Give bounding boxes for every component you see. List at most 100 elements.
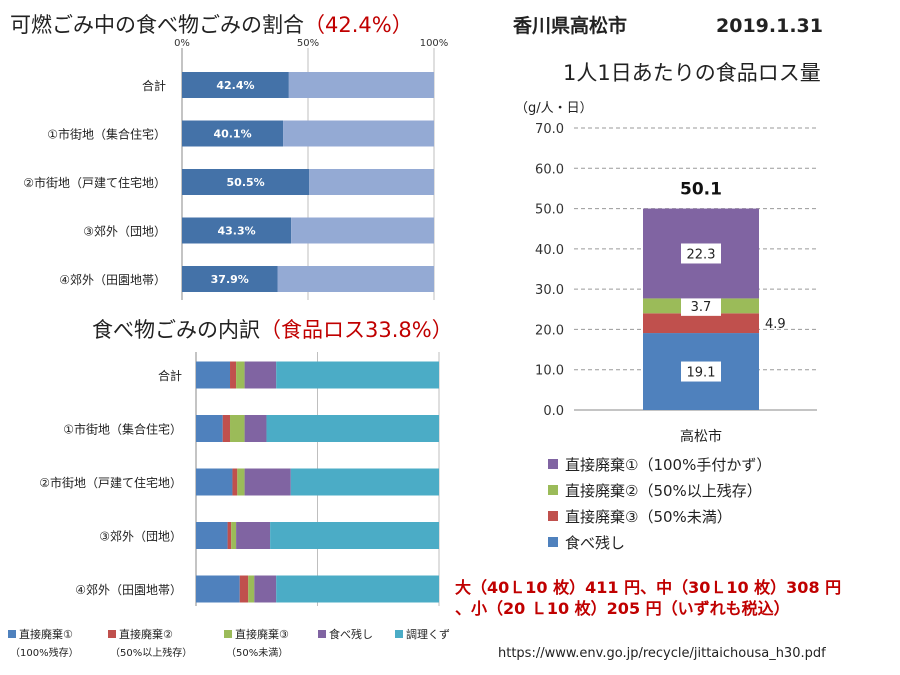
chart2-bar-segment [244, 361, 277, 389]
chart2-category-labels: 合計 ①市街地（集合住宅） ②市街地（戸建て住宅地） ③郊外（団地） ④郊外（田園地帯） [39, 368, 182, 597]
chart1-bar-food [182, 217, 292, 244]
chart1-bar-rest [291, 217, 434, 244]
source-url: https://www.env.go.jp/recycle/jittaichou… [498, 646, 826, 661]
chart3-tick-label: 40.0 [535, 243, 564, 258]
chart3-unit-label: （g/人・日） [515, 101, 593, 116]
chart3-bar-segment [643, 313, 759, 334]
chart2-legend-note: （50%未満） [226, 647, 288, 659]
chart3-legend-label: 直接廃棄②（50%以上残存） [565, 482, 762, 500]
chart2-bar-segment [222, 415, 231, 442]
chart2-bar-segment [196, 468, 233, 496]
chart1-title: 可燃ごみ中の食べ物ごみの割合（42.4%） [10, 13, 413, 37]
chart3-legend-swatch [548, 511, 558, 521]
chart2-bar-segment [231, 522, 237, 549]
chart2-legend-swatch [318, 630, 326, 638]
chart2-legend-label: 調理くず [406, 627, 450, 641]
chart1-bar-food [182, 72, 289, 98]
chart1-value-label: 40.1% [213, 128, 251, 141]
price-note-line1: 大（40Ｌ10 枚）411 円、中（30Ｌ10 枚）308 円 [455, 578, 841, 597]
chart3-value-label-box [681, 295, 721, 316]
chart2-bar-segment [254, 575, 277, 603]
chart2-bar-segment [266, 415, 439, 442]
chart3-total-label: 50.1 [680, 180, 722, 200]
chart1-axis-ticks: 0% 50% 100% [174, 38, 448, 49]
chart2-bar-segment [237, 468, 245, 496]
chart2-legend-swatch [108, 630, 116, 638]
chart3-value-label-box [681, 243, 721, 264]
chart3-legend-label: 食べ残し [565, 534, 625, 552]
chart2-bar-segment [227, 522, 232, 549]
chart3-legend-label: 直接廃棄①（100%手付かず） [565, 456, 771, 474]
chart2-category-label: ③郊外（団地） [99, 530, 182, 544]
chart3-tick-label: 30.0 [535, 283, 564, 298]
chart2-category-label: ②市街地（戸建て住宅地） [39, 475, 182, 490]
chart2-legend: 直接廃棄① （100%残存） 直接廃棄② （50%以上残存） 直接廃棄③ （50%未満） 食… [8, 627, 450, 659]
chart2-bar-segment [239, 575, 249, 603]
chart3-date: 2019.1.31 [716, 15, 823, 37]
chart3-tick-label: 50.0 [535, 203, 564, 218]
chart2-legend-label: 直接廃棄② [119, 627, 173, 641]
chart3-tick-label: 70.0 [535, 122, 564, 137]
chart1-category-labels: 合計 ①市街地（集合住宅） ②市街地（戸建て住宅地） ③郊外（団地） ④郊外（田園地帯） [23, 78, 166, 287]
chart2-legend-label: 直接廃棄③ [235, 627, 289, 641]
chart3-bars: 19.1 4.9 3.7 22.3 50.1 高松市 [643, 180, 786, 445]
chart1-tick-label: 50% [297, 38, 319, 49]
chart2-legend-swatch [8, 630, 16, 638]
chart2-bar-segment [244, 468, 291, 496]
chart3-heading: 香川県高松市 [512, 14, 627, 37]
chart1-tick-label: 100% [420, 38, 449, 49]
chart1-category-label: ②市街地（戸建て住宅地） [23, 175, 166, 190]
chart2-bar-segment [290, 468, 439, 496]
chart2-bar-segment [276, 361, 439, 389]
chart3-legend-swatch [548, 485, 558, 495]
chart1-category-label: ③郊外（団地） [83, 225, 166, 239]
chart3-legend-swatch [548, 459, 558, 469]
chart1-value-label: 37.9% [211, 273, 249, 286]
chart2-category-label: ④郊外（田園地帯） [75, 583, 182, 597]
chart2-legend-note: （50%以上残存） [110, 646, 192, 659]
chart2-bar-segment [230, 361, 237, 389]
chart1-bar-food [182, 120, 284, 147]
chart1-bar-rest [277, 266, 434, 292]
chart3-value-label: 22.3 [687, 247, 716, 262]
chart3-legend-label: 直接廃棄③（50%未満） [565, 508, 732, 526]
chart2-bar-segment [196, 361, 231, 389]
chart-food-waste-breakdown: 食べ物ごみの内訳（食品ロス33.8%） 合計 ①市街地（集合住宅） ②市街地（戸建て… [8, 318, 453, 659]
chart1-category-label: ①市街地（集合住宅） [47, 127, 166, 142]
chart1-category-label: 合計 [142, 78, 166, 93]
chart3-tick-label: 0.0 [543, 404, 564, 419]
chart2-bar-segment [276, 575, 439, 603]
chart2-legend-note: （100%残存） [10, 646, 79, 659]
chart1-bar-rest [288, 72, 434, 98]
chart3-legend-swatch [548, 537, 558, 547]
chart2-bar-segment [196, 522, 228, 549]
chart3-value-label: 19.1 [687, 366, 716, 381]
chart1-bar-rest [309, 169, 434, 195]
chart2-legend-swatch [224, 630, 232, 638]
chart2-bar-segment [244, 415, 267, 442]
chart3-legend: 直接廃棄①（100%手付かず） 直接廃棄②（50%以上残存） 直接廃棄③（50%未満… [548, 456, 771, 552]
chart1-bar-rest [283, 120, 434, 147]
chart2-bar-segment [270, 522, 439, 549]
chart3-title: 1人1日あたりの食品ロス量 [563, 61, 821, 85]
chart3-tick-label: 20.0 [535, 323, 564, 338]
chart1-category-label: ④郊外（田園地帯） [59, 273, 166, 287]
chart3-tick-label: 60.0 [535, 162, 564, 177]
chart2-title: 食べ物ごみの内訳（食品ロス33.8%） [92, 318, 453, 342]
chart3-value-label-box [681, 361, 721, 382]
chart2-bar-segment [230, 415, 245, 442]
chart3-category-label: 高松市 [680, 428, 722, 445]
chart3-tick-label: 10.0 [535, 364, 564, 379]
chart2-bar-segment [248, 575, 255, 603]
chart2-legend-label: 直接廃棄① [19, 627, 73, 641]
chart1-value-label: 43.3% [217, 225, 255, 238]
chart2-bar-segment [236, 522, 271, 549]
chart2-bars [196, 361, 439, 603]
chart2-legend-label: 食べ残し [329, 627, 373, 641]
chart1-bars: 42.4% 40.1% 50.5% 43.3% 37.9% [182, 72, 434, 292]
chart3-value-label: 3.7 [691, 300, 712, 315]
chart2-category-label: 合計 [158, 368, 182, 383]
chart2-bar-segment [196, 575, 240, 603]
chart1-tick-label: 0% [174, 38, 190, 49]
